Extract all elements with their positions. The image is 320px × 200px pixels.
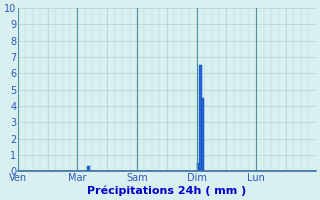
X-axis label: Précipitations 24h ( mm ): Précipitations 24h ( mm )	[87, 185, 246, 196]
Bar	[202, 98, 204, 171]
Bar	[199, 65, 202, 171]
Bar	[87, 166, 90, 171]
Bar	[196, 163, 199, 171]
